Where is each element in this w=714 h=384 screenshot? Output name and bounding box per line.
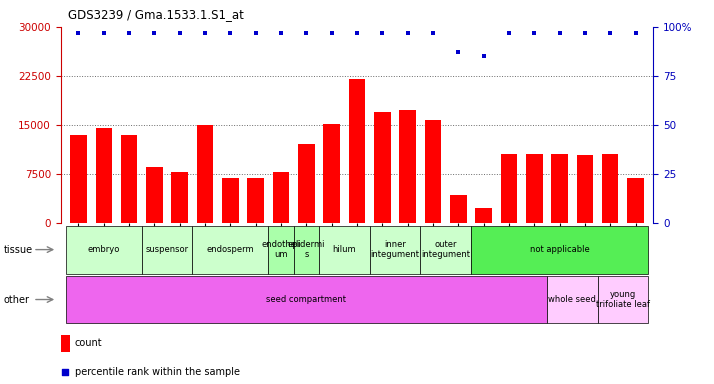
Point [199, 30, 211, 36]
Point [149, 30, 160, 36]
Point [579, 30, 590, 36]
Bar [471, 226, 648, 273]
Text: outer
integument: outer integument [421, 240, 470, 259]
Bar [425, 119, 441, 223]
Text: hilum: hilum [333, 245, 356, 254]
Point [250, 30, 261, 36]
Point [73, 30, 84, 36]
Bar [171, 172, 188, 223]
Bar [293, 226, 319, 273]
Bar [526, 154, 543, 223]
Point [528, 30, 540, 36]
Bar [476, 209, 492, 223]
Bar [66, 226, 142, 273]
Text: inner
integument: inner integument [371, 240, 420, 259]
Bar [142, 226, 192, 273]
Point [124, 30, 135, 36]
Bar [501, 154, 517, 223]
Bar [268, 226, 293, 273]
Text: not applicable: not applicable [530, 245, 590, 254]
Text: tissue: tissue [4, 245, 33, 255]
Bar [547, 276, 598, 323]
Bar [222, 178, 238, 223]
Text: young
trifoliate leaf: young trifoliate leaf [596, 290, 650, 309]
Bar [248, 178, 264, 223]
Point [98, 30, 109, 36]
Text: seed compartment: seed compartment [266, 295, 346, 304]
Point [351, 30, 363, 36]
Text: endotheli
um: endotheli um [261, 240, 301, 259]
Bar [399, 111, 416, 223]
Bar [421, 226, 471, 273]
Text: GDS3239 / Gma.1533.1.S1_at: GDS3239 / Gma.1533.1.S1_at [68, 8, 243, 21]
Bar [66, 276, 547, 323]
Bar [602, 154, 618, 223]
Point [453, 49, 464, 55]
Text: epidermi
s: epidermi s [288, 240, 325, 259]
Bar [70, 135, 86, 223]
Text: percentile rank within the sample: percentile rank within the sample [75, 367, 240, 377]
Point [174, 30, 186, 36]
Point [427, 30, 438, 36]
Bar [374, 112, 391, 223]
Bar [298, 144, 315, 223]
Bar [273, 172, 289, 223]
Bar [370, 226, 421, 273]
Point [478, 53, 489, 59]
Bar [121, 135, 137, 223]
Point [605, 30, 616, 36]
Bar [61, 334, 70, 352]
Bar [450, 195, 466, 223]
Point [503, 30, 515, 36]
Text: endosperm: endosperm [206, 245, 254, 254]
Point [326, 30, 338, 36]
Bar [319, 226, 370, 273]
Bar [551, 154, 568, 223]
Bar [192, 226, 268, 273]
Point [376, 30, 388, 36]
Text: whole seed: whole seed [548, 295, 596, 304]
Bar [628, 178, 644, 223]
Text: other: other [4, 295, 29, 305]
Point [301, 30, 312, 36]
Text: suspensor: suspensor [146, 245, 188, 254]
Point [554, 30, 565, 36]
Bar [323, 124, 340, 223]
Text: embryo: embryo [88, 245, 120, 254]
Bar [348, 79, 366, 223]
Bar [197, 125, 213, 223]
Point [402, 30, 413, 36]
Point [630, 30, 641, 36]
Point [225, 30, 236, 36]
Bar [96, 128, 112, 223]
Bar [577, 156, 593, 223]
Point [276, 30, 287, 36]
Text: count: count [75, 338, 103, 348]
Point [276, 247, 287, 253]
Bar [598, 276, 648, 323]
Bar [146, 167, 163, 223]
